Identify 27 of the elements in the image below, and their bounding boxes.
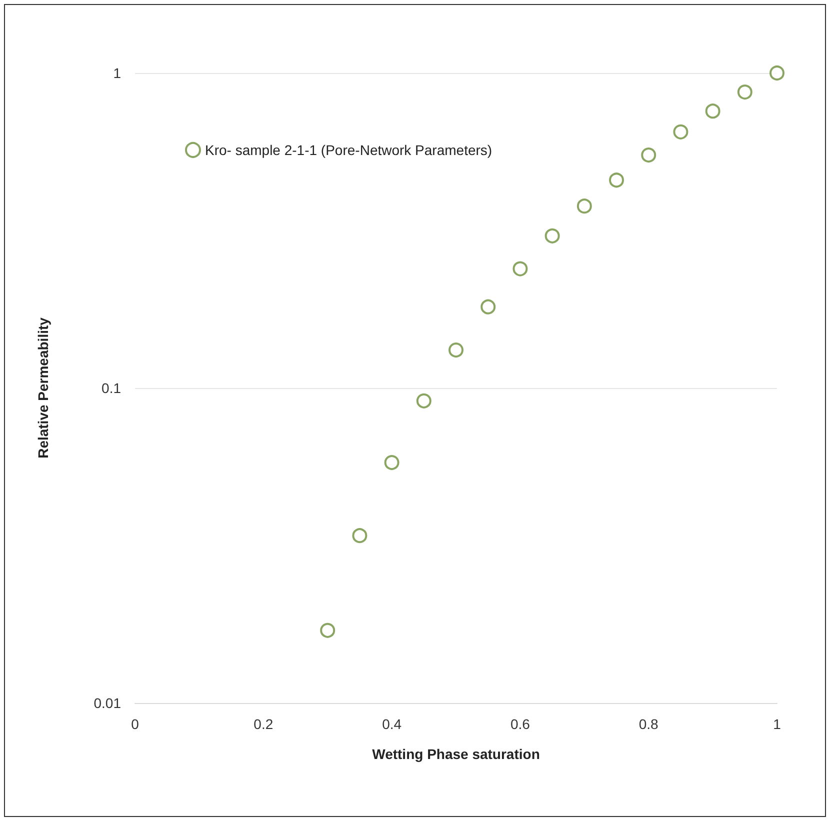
point: [705, 104, 720, 119]
y-tick-label: 0.01: [94, 695, 122, 711]
point: [770, 66, 784, 80]
point: [673, 124, 688, 140]
x-tick-label: 0: [131, 716, 140, 732]
point: [352, 528, 368, 544]
x-axis-title: Wetting Phase saturation: [372, 746, 540, 762]
point: [544, 228, 560, 244]
point: [576, 198, 592, 214]
x-tick-label: 0.4: [382, 716, 402, 732]
x-tick-label: 1: [773, 716, 782, 732]
point: [384, 455, 400, 470]
y-tick-label: 1: [113, 65, 122, 81]
legend-label: Kro- sample 2-1-1 (Pore-Network Parameters): [205, 142, 492, 158]
y-tick-label: 0.1: [102, 380, 122, 396]
point: [448, 342, 464, 358]
x-tick-label: 0.8: [638, 716, 659, 732]
point: [512, 261, 528, 276]
point: [737, 84, 752, 100]
point: [641, 148, 656, 163]
point: [416, 393, 432, 408]
x-tick-label: 0.2: [254, 716, 274, 732]
x-tick-label: 0.6: [510, 716, 530, 732]
point: [480, 299, 496, 314]
y-axis-title: Relative Permeability: [35, 317, 51, 458]
point: [320, 622, 336, 638]
point: [609, 172, 624, 188]
